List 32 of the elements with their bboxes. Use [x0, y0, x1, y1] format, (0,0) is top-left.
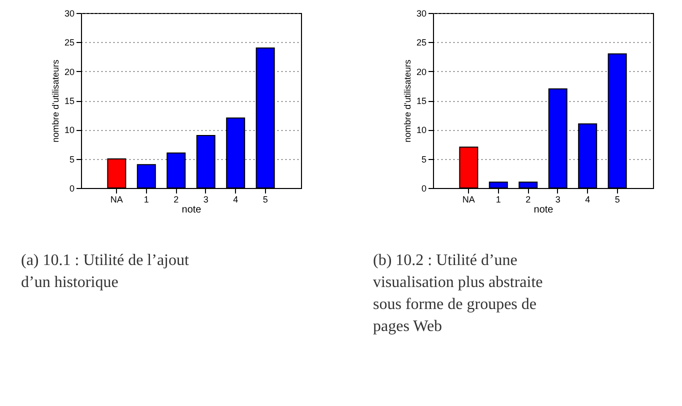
- y-tick-label: 30: [64, 8, 74, 18]
- x-tick-label: 5: [262, 194, 268, 204]
- y-tick-label: 15: [416, 96, 426, 106]
- x-tick-label: 2: [526, 194, 531, 204]
- y-axis-title: nombre d'utilisateurs: [50, 59, 60, 142]
- x-tick-label: NA: [462, 194, 475, 204]
- x-tick-label: 2: [174, 194, 179, 204]
- y-axis-title: nombre d'utilisateurs: [402, 59, 412, 142]
- x-tick-label: 4: [233, 194, 238, 204]
- x-tick-label: 4: [585, 194, 590, 204]
- x-axis-title: note: [182, 204, 202, 216]
- y-tick-label: 20: [416, 66, 426, 77]
- y-tick-label: 25: [64, 38, 74, 48]
- y-tick-label: 20: [64, 66, 74, 77]
- y-tick-label: 15: [64, 96, 74, 106]
- y-tick-label: 5: [69, 154, 74, 164]
- x-tick-label: 1: [496, 194, 501, 204]
- x-tick-label: 5: [614, 194, 620, 204]
- y-tick-label: 25: [416, 38, 426, 48]
- x-tick-label: 1: [144, 194, 149, 204]
- x-tick-label: 3: [555, 194, 560, 204]
- y-tick-label: 10: [416, 125, 426, 136]
- y-tick-label: 5: [421, 154, 426, 164]
- x-axis-title: note: [534, 204, 554, 216]
- y-tick-label: 10: [64, 125, 74, 136]
- y-tick-label: 0: [421, 184, 426, 194]
- y-tick-label: 0: [69, 184, 74, 194]
- x-tick-label: 3: [203, 194, 208, 204]
- text: (b) 10.2 : Utilité d’une visualisation plus abstraite sous forme de groupes de pages Web: [372, 252, 543, 335]
- text: (a) 10.1 : Utilité de l’ajout d’un historique: [20, 252, 190, 291]
- x-tick-label: NA: [110, 194, 123, 204]
- y-tick-label: 30: [416, 8, 426, 18]
